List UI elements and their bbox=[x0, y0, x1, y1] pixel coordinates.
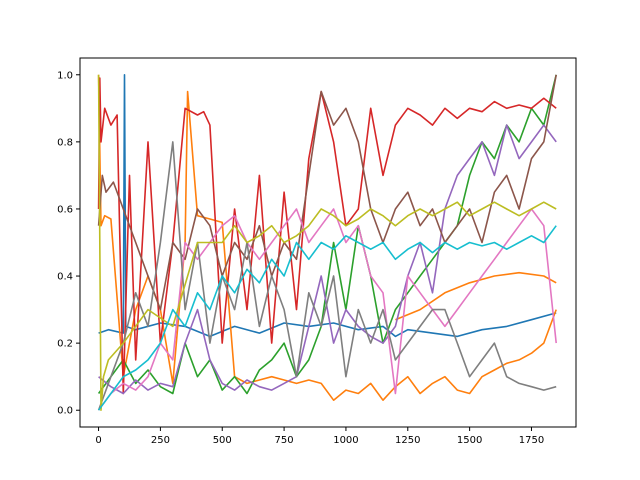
series-line-9 bbox=[97, 74, 557, 412]
y-axis: 0.0 0.2 0.4 0.6 0.8 1.0 bbox=[57, 70, 80, 417]
y-tick-label: 0.6 bbox=[57, 204, 73, 215]
x-tick-label: 1000 bbox=[333, 435, 358, 446]
x-tick-label: 0 bbox=[95, 435, 101, 446]
series-layer bbox=[97, 74, 557, 412]
y-tick-label: 0.8 bbox=[57, 137, 73, 148]
series-line-0 bbox=[98, 74, 557, 338]
series-line-5 bbox=[98, 124, 557, 395]
x-tick-label: 1500 bbox=[457, 435, 482, 446]
series-line-7 bbox=[97, 208, 557, 411]
series-line-6 bbox=[97, 74, 557, 311]
y-tick-label: 0.0 bbox=[57, 406, 73, 417]
x-tick-label: 250 bbox=[151, 435, 170, 446]
x-axis: 0 250 500 750 1000 1250 1500 1750 bbox=[95, 427, 544, 446]
series-line-3 bbox=[97, 74, 557, 395]
y-tick-label: 0.4 bbox=[57, 272, 73, 283]
series-line-8 bbox=[97, 141, 557, 411]
series-line-2 bbox=[395, 271, 557, 321]
series-line-10 bbox=[97, 225, 557, 411]
y-tick-label: 0.2 bbox=[57, 339, 73, 350]
x-tick-label: 1750 bbox=[519, 435, 544, 446]
plot-frame bbox=[79, 57, 577, 428]
y-tick-label: 1.0 bbox=[57, 70, 73, 81]
x-tick-label: 750 bbox=[275, 435, 294, 446]
x-tick-label: 1250 bbox=[395, 435, 420, 446]
x-tick-label: 500 bbox=[213, 435, 232, 446]
